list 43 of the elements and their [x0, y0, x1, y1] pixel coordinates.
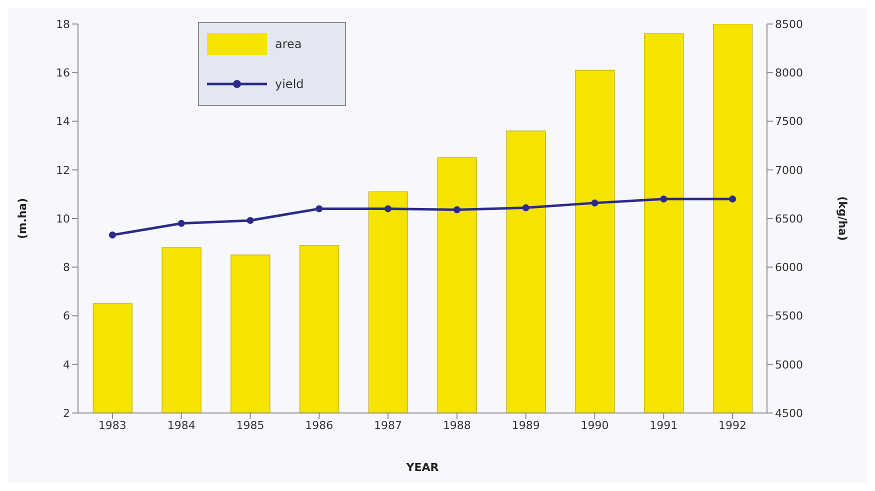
x-axis-title: YEAR: [405, 461, 440, 474]
point: [660, 196, 668, 203]
point: [384, 205, 392, 212]
y-tick-label: 8: [63, 261, 70, 274]
x-tick-label: 1984: [167, 418, 196, 432]
y2-tick-label: 6000: [775, 261, 803, 274]
y2-tick-label: 8000: [775, 66, 803, 80]
point: [246, 216, 254, 224]
legend-label: yield: [275, 77, 304, 91]
y2-tick-label: 4500: [775, 406, 803, 420]
y2-axis-title: (kg/ha): [836, 196, 850, 241]
y-tick-label: 6: [63, 310, 70, 323]
y2-tick-label: 5000: [775, 358, 803, 372]
y2-tick-label: 5500: [775, 310, 803, 323]
point: [453, 206, 460, 214]
y-tick-label: 10: [56, 212, 70, 226]
point: [108, 232, 116, 239]
y-tick-label: 2: [63, 406, 70, 420]
y-tick-label: 14: [56, 115, 70, 128]
point: [316, 205, 323, 212]
x-tick-label: 1983: [98, 418, 126, 432]
point: [591, 199, 598, 206]
point: [178, 220, 185, 227]
y2-tick-label: 7000: [775, 164, 803, 177]
x-tick-label: 1991: [650, 418, 678, 432]
x-tick-label: 1987: [374, 418, 402, 432]
x-tick-label: 1989: [512, 418, 540, 432]
y2-tick-label: 6500: [775, 212, 803, 226]
x-tick-label: 1988: [442, 418, 471, 432]
y2-tick-label: 7500: [775, 115, 803, 128]
y-tick-label: 18: [56, 18, 70, 31]
legend-label: area: [275, 37, 302, 51]
y-tick-label: 16: [56, 66, 70, 80]
point: [729, 196, 736, 203]
y-axis-title: (m.ha): [16, 198, 29, 239]
x-tick-label: 1990: [580, 418, 609, 432]
point: [522, 204, 530, 212]
x-tick-label: 1992: [718, 418, 747, 432]
y-tick-label: 12: [56, 164, 70, 177]
x-tick-label: 1985: [236, 418, 264, 432]
y2-tick-label: 8500: [775, 18, 803, 31]
y-tick-label: 4: [63, 358, 70, 372]
x-tick-label: 1986: [305, 418, 334, 432]
